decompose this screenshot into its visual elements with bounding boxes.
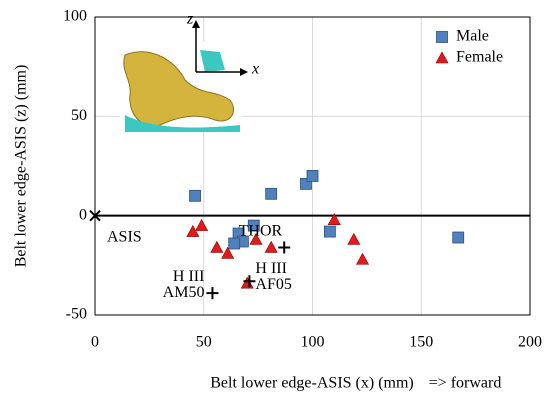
point: [347, 232, 361, 245]
y-tick-label: 100: [63, 8, 87, 25]
point: [186, 224, 200, 237]
point: [452, 231, 465, 244]
legend-label: Male: [456, 28, 489, 45]
y-tick-label: -50: [66, 306, 87, 323]
dummy-marker: [278, 241, 291, 254]
dummy-marker: [243, 275, 256, 288]
inset-axis-label: z: [186, 11, 194, 28]
x-tick-label: 50: [196, 334, 212, 351]
legend-marker: [435, 51, 449, 64]
y-tick-label: 50: [71, 107, 87, 124]
dummy-marker: [206, 287, 219, 300]
y-tick-label: 0: [79, 206, 87, 223]
inset-image: [120, 20, 248, 132]
x-axis-label: Belt lower edge-ASIS (x) (mm): [210, 375, 414, 392]
x-tick-label: 0: [91, 334, 99, 351]
legend-marker: [436, 31, 448, 43]
point: [356, 252, 370, 265]
point: [221, 246, 235, 259]
point: [189, 189, 201, 202]
dummy-label: H III AM50: [163, 268, 205, 301]
dummy-label: H III AF05: [255, 260, 291, 293]
dummy-marker: [89, 209, 101, 222]
x-axis-note: => forward: [429, 375, 502, 392]
point: [300, 177, 312, 190]
x-tick-label: 200: [518, 334, 542, 351]
legend-label: Female: [456, 49, 503, 66]
point: [265, 187, 278, 200]
x-tick-label: 150: [409, 334, 433, 351]
y-axis-label: Belt lower edge-ASIS (z) (mm): [13, 65, 30, 268]
point: [210, 240, 224, 253]
point: [327, 213, 341, 225]
point: [228, 237, 241, 250]
point: [323, 225, 336, 238]
plot-frame: [94, 16, 531, 316]
x-tick-label: 100: [301, 334, 325, 351]
point: [264, 240, 278, 253]
dummy-label: ASIS: [107, 228, 142, 245]
point: [240, 276, 254, 289]
inset-axis-label: x: [251, 61, 259, 78]
point: [306, 170, 319, 182]
point: [195, 218, 209, 231]
point: [249, 232, 263, 245]
dummy-label: THOR: [239, 222, 283, 239]
point: [247, 219, 260, 232]
